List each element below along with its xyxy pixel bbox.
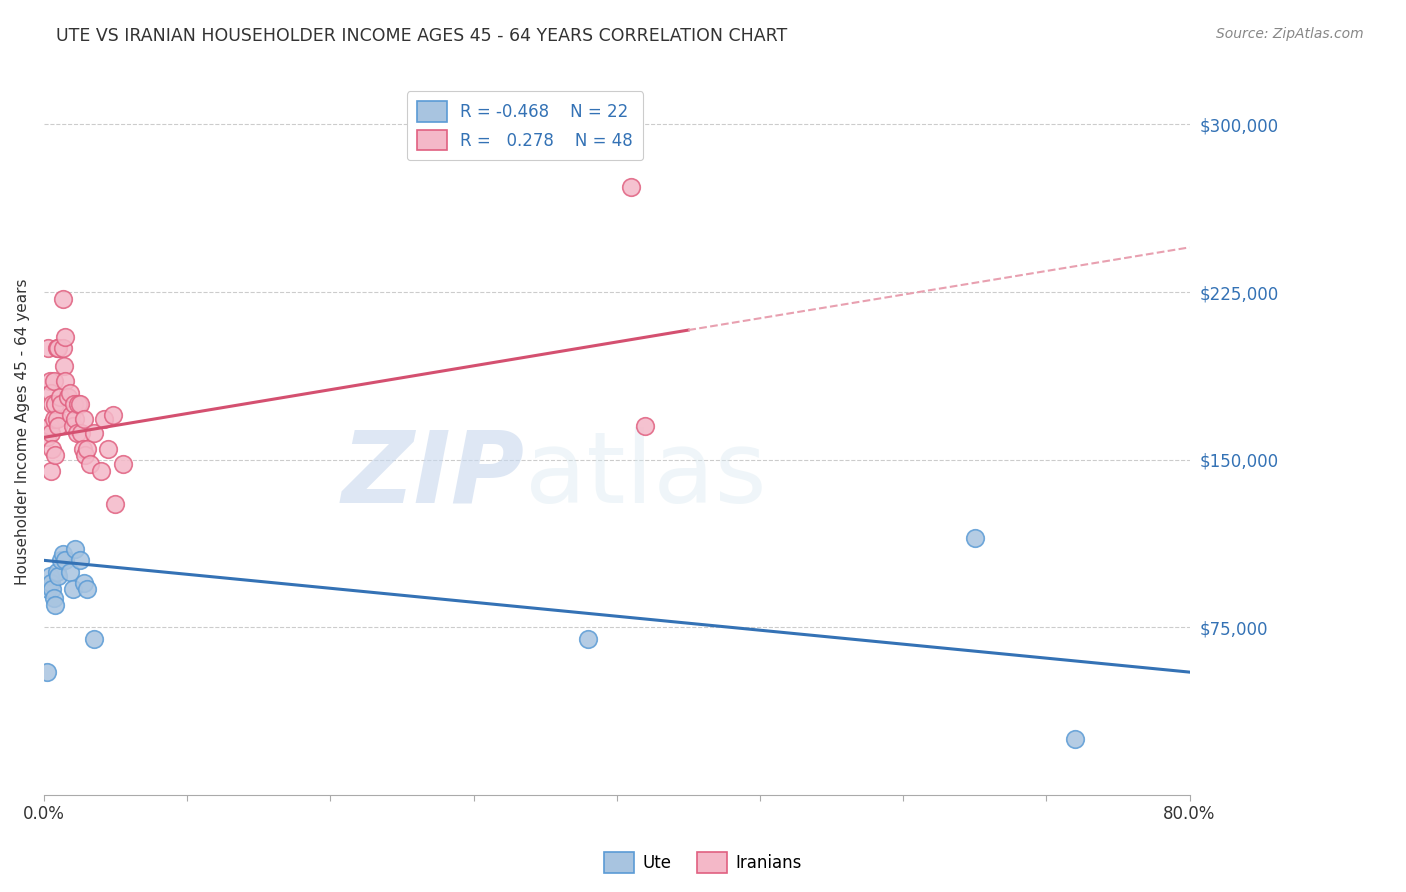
Point (75, 448, 97, 462)
Point (963, 531, 986, 545)
Point (1064, 732, 1087, 747)
Point (53, 553, 76, 567)
Text: ZIP: ZIP (342, 427, 524, 524)
Point (39, 425, 62, 440)
Point (83, 632, 105, 646)
Point (73, 412, 96, 426)
Text: UTE VS IRANIAN HOUSEHOLDER INCOME AGES 45 - 64 YEARS CORRELATION CHART: UTE VS IRANIAN HOUSEHOLDER INCOME AGES 4… (56, 27, 787, 45)
Point (38, 375, 60, 389)
Point (44, 598, 66, 612)
Point (41, 397, 63, 411)
Point (72, 442, 94, 456)
Point (41, 442, 63, 456)
Point (38, 419, 60, 434)
Point (104, 498, 127, 512)
Y-axis label: Householder Income Ages 45 - 64 years: Householder Income Ages 45 - 64 years (15, 278, 30, 585)
Point (46, 419, 69, 434)
Point (42, 375, 65, 389)
Point (49, 553, 72, 567)
Legend: R = -0.468    N = 22, R =   0.278    N = 48: R = -0.468 N = 22, R = 0.278 N = 48 (406, 91, 643, 161)
Point (76, 582, 98, 597)
Point (69, 553, 91, 567)
Point (62, 582, 84, 597)
Text: Source: ZipAtlas.com: Source: ZipAtlas.com (1216, 27, 1364, 41)
Point (70, 425, 93, 440)
Point (59, 565, 82, 579)
Point (45, 412, 67, 426)
Text: atlas: atlas (524, 427, 766, 524)
Legend: Ute, Iranians: Ute, Iranians (598, 846, 808, 880)
Point (41, 582, 63, 597)
Point (69, 397, 91, 411)
Point (46, 341, 69, 355)
Point (93, 412, 115, 426)
Point (65, 542, 87, 557)
Point (76, 442, 98, 456)
Point (48, 390, 70, 404)
Point (39, 464, 62, 478)
Point (634, 419, 657, 434)
Point (58, 390, 80, 404)
Point (620, 180, 643, 194)
Point (53, 330, 76, 344)
Point (65, 412, 87, 426)
Point (90, 464, 112, 478)
Point (49, 397, 72, 411)
Point (53, 375, 76, 389)
Point (37, 341, 59, 355)
Point (42, 591, 65, 606)
Point (39, 385, 62, 400)
Point (111, 457, 134, 471)
Point (38, 569, 60, 583)
Point (44, 397, 66, 411)
Point (66, 425, 89, 440)
Point (35, 430, 58, 444)
Point (42, 412, 65, 426)
Point (37, 582, 59, 597)
Point (63, 397, 86, 411)
Point (51, 341, 73, 355)
Point (97, 442, 120, 456)
Point (101, 408, 124, 422)
Point (59, 385, 82, 400)
Point (67, 397, 90, 411)
Point (44, 448, 66, 462)
Point (576, 632, 599, 646)
Point (39, 575, 62, 590)
Point (73, 575, 96, 590)
Point (60, 408, 83, 422)
Point (51, 547, 73, 561)
Point (45, 565, 67, 579)
Point (45, 341, 67, 355)
Point (46, 569, 69, 583)
Point (79, 457, 101, 471)
Point (51, 292, 73, 306)
Point (52, 359, 75, 373)
Point (35, 665, 58, 679)
Point (83, 425, 105, 440)
Point (62, 419, 84, 434)
